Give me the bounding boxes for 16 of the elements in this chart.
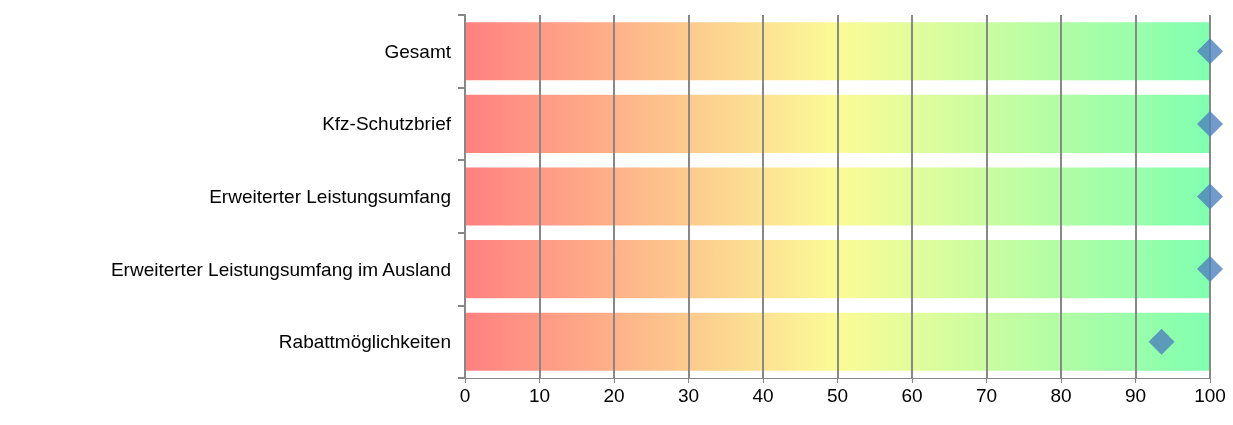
x-tick-label: 40 — [752, 385, 774, 406]
y-tick-label: Erweiterter Leistungsumfang — [209, 186, 451, 207]
x-tick-label: 90 — [1124, 385, 1147, 406]
x-tick-label: 70 — [975, 385, 998, 406]
x-tick-label: 30 — [677, 385, 700, 406]
y-tick-label: Gesamt — [384, 40, 452, 62]
y-tick-label: Kfz-Schutzbrief — [322, 113, 452, 135]
x-tick-label: 50 — [826, 385, 849, 406]
x-tick-label: 60 — [901, 385, 923, 406]
x-tick-label: 10 — [528, 385, 551, 406]
x-tick-label: 100 — [1194, 385, 1226, 406]
y-tick-label: Rabattmöglichkeiten — [278, 331, 451, 353]
x-tick-label: 20 — [603, 385, 625, 406]
y-tick-label: Erweiterter Leistungsumfang im Ausland — [110, 258, 451, 280]
x-tick-label: 80 — [1050, 385, 1072, 406]
x-tick-label: 0 — [459, 385, 471, 406]
